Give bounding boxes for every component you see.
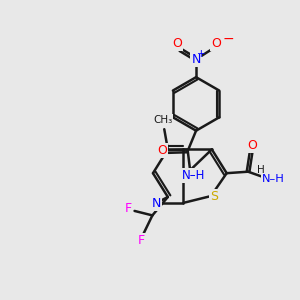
Text: O: O — [157, 144, 167, 158]
Text: −: − — [222, 32, 234, 46]
Text: N–H: N–H — [182, 169, 206, 182]
Text: N–H: N–H — [262, 174, 284, 184]
Text: S: S — [211, 190, 218, 203]
Text: O: O — [172, 37, 182, 50]
Text: N: N — [151, 197, 160, 210]
Text: +: + — [196, 49, 205, 59]
Text: F: F — [124, 202, 132, 215]
Text: N: N — [191, 53, 201, 66]
Text: O: O — [211, 37, 221, 50]
Text: H: H — [257, 165, 265, 175]
Text: CH₃: CH₃ — [153, 115, 172, 125]
Text: O: O — [248, 139, 257, 152]
Text: F: F — [137, 234, 145, 247]
